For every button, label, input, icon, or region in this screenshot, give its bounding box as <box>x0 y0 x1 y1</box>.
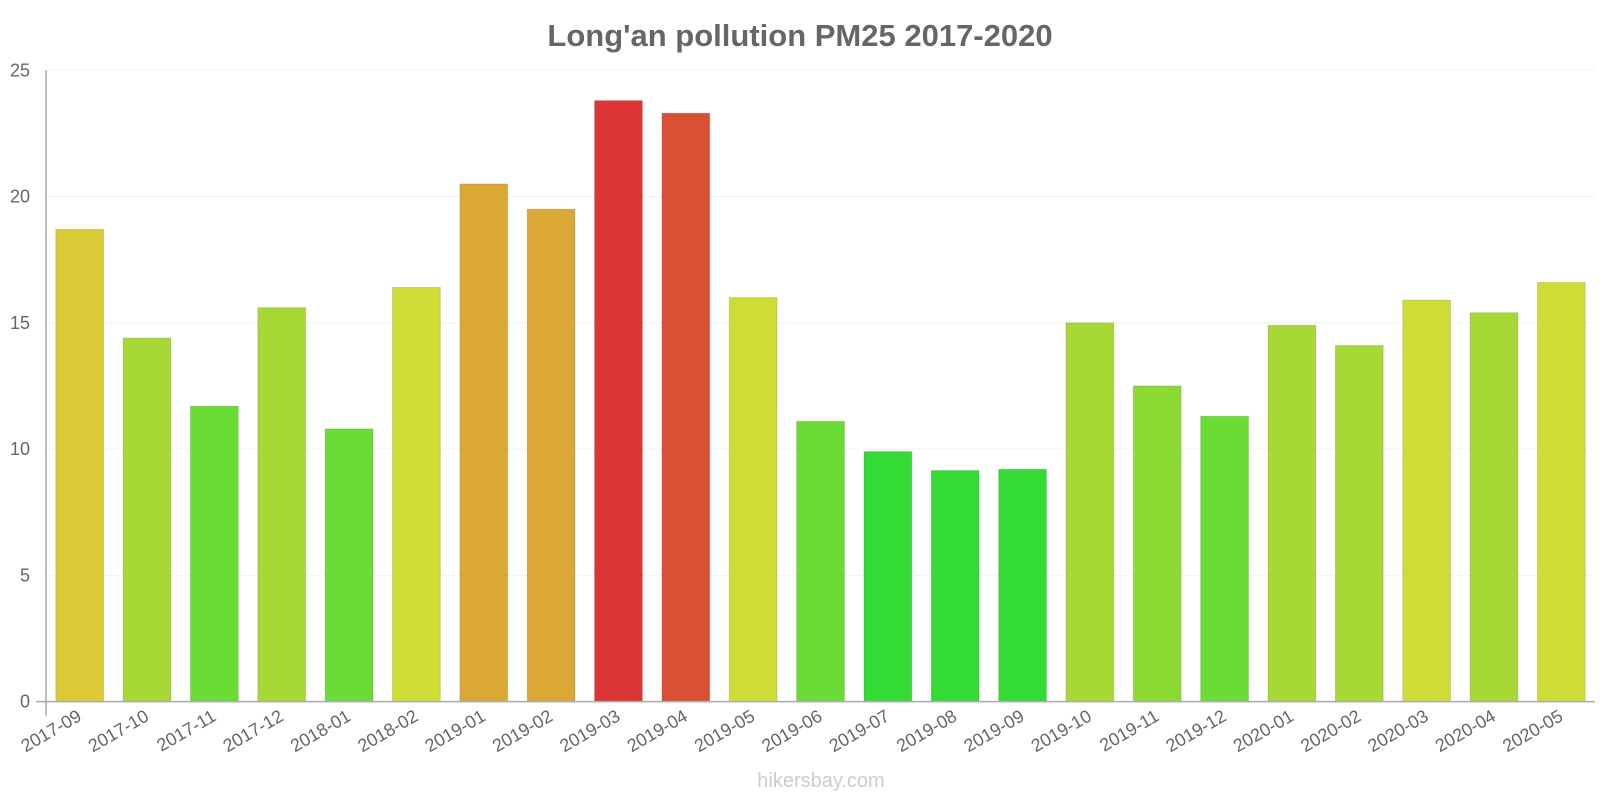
bar-2019-07 <box>863 451 913 703</box>
x-tick-label: 2017-10 <box>85 706 152 756</box>
bar-2019-12 <box>1200 415 1249 703</box>
x-tick-label: 2018-02 <box>354 706 421 756</box>
x-tick-label: 2019-09 <box>960 706 1027 756</box>
y-tick-label: 20 <box>10 187 30 207</box>
x-tick-label: 2019-12 <box>1162 706 1229 756</box>
x-tick-label: 2017-09 <box>17 706 84 756</box>
x-tick-label: 2017-12 <box>220 706 287 756</box>
bar-2018-02 <box>392 286 441 703</box>
bar-2020-02 <box>1334 345 1384 703</box>
x-tick-label: 2019-11 <box>1096 706 1162 756</box>
bar-2020-05 <box>1536 281 1586 703</box>
bar-2020-01 <box>1267 324 1317 703</box>
x-tick-label: 2018-01 <box>287 706 354 756</box>
x-tick-label: 2019-04 <box>624 706 691 756</box>
x-tick-label: 2017-11 <box>153 706 219 756</box>
x-tick-label: 2019-06 <box>758 706 825 756</box>
x-axis-ticks: 2017-09 2017-10 2017-11 2017-12 2018-01 2018-… <box>17 706 1566 756</box>
x-tick-label: 2020-03 <box>1364 706 1431 756</box>
y-tick-label: 15 <box>10 313 30 333</box>
x-tick-label: 2020-05 <box>1499 706 1566 756</box>
bar-2019-03 <box>594 100 643 703</box>
y-tick-label: 25 <box>10 60 30 80</box>
y-tick-label: 5 <box>20 565 30 585</box>
bar-2019-11 <box>1132 385 1182 703</box>
bar-2020-03 <box>1402 299 1452 703</box>
x-tick-label: 2019-05 <box>691 706 758 756</box>
bar-2017-09 <box>55 228 105 703</box>
bar-2019-09 <box>998 468 1047 703</box>
x-tick-label: 2019-01 <box>422 706 489 756</box>
x-tick-label: 2019-07 <box>826 706 893 756</box>
x-tick-label: 2020-04 <box>1432 706 1499 756</box>
bars <box>55 100 1586 703</box>
y-tick-label: 0 <box>20 692 30 712</box>
bar-2019-01 <box>459 183 509 703</box>
chart-title: Long'an pollution PM25 2017-2020 <box>547 18 1052 53</box>
bar-2017-10 <box>122 337 172 703</box>
x-tick-label: 2020-02 <box>1297 706 1364 756</box>
bar-2017-12 <box>257 307 307 703</box>
bar-2019-06 <box>796 420 845 703</box>
bar-2019-05 <box>728 297 778 703</box>
bar-2019-02 <box>526 208 576 703</box>
x-tick-label: 2019-10 <box>1028 706 1095 756</box>
y-axis-ticks: 0 5 10 15 20 25 <box>10 60 30 711</box>
bar-2019-10 <box>1065 322 1115 703</box>
x-tick-label: 2019-03 <box>556 706 623 756</box>
bar-2020-04 <box>1469 312 1519 703</box>
x-tick-label: 2020-01 <box>1230 706 1297 756</box>
bar-2018-01 <box>324 428 374 703</box>
x-tick-label: 2019-02 <box>489 706 556 756</box>
x-tick-label: 2019-08 <box>893 706 960 756</box>
bar-2017-11 <box>189 405 239 703</box>
axes <box>36 70 1595 716</box>
bar-2019-04 <box>661 112 711 703</box>
bar-2019-08 <box>930 470 980 703</box>
y-tick-label: 10 <box>10 439 30 459</box>
watermark: hikersbay.com <box>757 770 884 792</box>
